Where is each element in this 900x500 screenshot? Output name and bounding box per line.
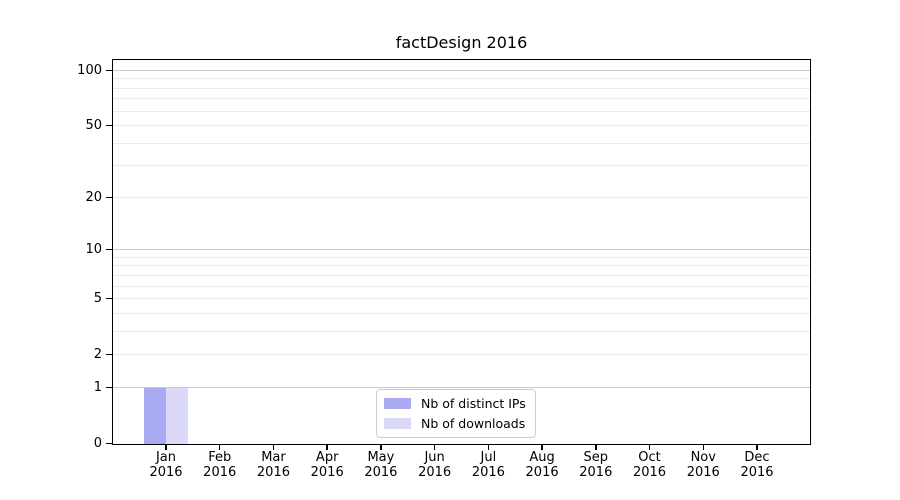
gridline-minor-5 <box>113 298 810 300</box>
bar-nb-of-distinct-ips-jan-2016[interactable] <box>143 387 166 444</box>
gridline-minor-80 <box>113 87 810 89</box>
y-tick-label-100: 100 <box>77 62 102 78</box>
legend-swatch-nb-of-downloads <box>384 418 411 429</box>
legend-item-nb-of-downloads[interactable]: Nb of downloads <box>384 416 526 431</box>
x-tick-label-nov-2016: Nov 2016 <box>686 450 720 480</box>
x-tick-label-jun-2016: Jun 2016 <box>418 450 452 480</box>
plot-area: Nb of distinct IPs Nb of downloads <box>112 59 811 445</box>
x-tick-aug-2016 <box>541 445 543 450</box>
y-tick-5 <box>106 297 112 300</box>
y-tick-label-50: 50 <box>85 118 102 134</box>
gridline-major-10 <box>113 249 810 251</box>
y-tick-100 <box>106 69 112 72</box>
y-tick-label-1: 1 <box>93 379 102 395</box>
y-tick-2 <box>106 353 112 356</box>
gridline-minor-60 <box>113 110 810 112</box>
x-tick-sep-2016 <box>595 445 597 450</box>
y-tick-label-10: 10 <box>85 242 102 258</box>
x-tick-label-sep-2016: Sep 2016 <box>579 450 613 480</box>
gridline-minor-6 <box>113 285 810 287</box>
y-tick-label-2: 2 <box>93 347 102 363</box>
gridline-minor-20 <box>113 196 810 198</box>
y-tick-10 <box>106 248 112 251</box>
x-tick-jan-2016 <box>165 445 167 450</box>
gridline-minor-70 <box>113 98 810 100</box>
x-tick-label-apr-2016: Apr 2016 <box>310 450 344 480</box>
bar-nb-of-downloads-jan-2016[interactable] <box>165 387 188 444</box>
legend-item-nb-of-distinct-ips[interactable]: Nb of distinct IPs <box>384 396 526 411</box>
legend: Nb of distinct IPs Nb of downloads <box>376 389 536 438</box>
x-tick-label-aug-2016: Aug 2016 <box>525 450 559 480</box>
y-tick-label-0: 0 <box>93 436 102 451</box>
gridline-major-1 <box>113 386 810 388</box>
y-tick-label-20: 20 <box>85 189 102 205</box>
x-tick-mar-2016 <box>272 445 275 450</box>
x-tick-apr-2016 <box>326 445 328 450</box>
x-tick-dec-2016 <box>756 445 758 450</box>
x-tick-label-oct-2016: Oct 2016 <box>632 450 667 480</box>
gridline-minor-3 <box>113 330 810 332</box>
gridline-minor-7 <box>113 274 810 276</box>
gridline-minor-8 <box>113 265 810 267</box>
gridline-minor-90 <box>113 78 810 80</box>
gridline-minor-4 <box>113 312 810 314</box>
gridline-minor-9 <box>113 256 810 258</box>
gridline-major-100 <box>113 69 810 71</box>
gridline-minor-30 <box>113 165 810 167</box>
y-tick-0 <box>106 442 112 445</box>
x-tick-feb-2016 <box>218 445 221 450</box>
x-tick-nov-2016 <box>702 445 705 450</box>
legend-label-nb-of-downloads: Nb of downloads <box>421 416 526 431</box>
x-tick-label-jul-2016: Jul 2016 <box>471 450 505 480</box>
x-tick-oct-2016 <box>648 445 651 450</box>
x-tick-label-jan-2016: Jan 2016 <box>149 450 183 480</box>
y-tick-50 <box>106 124 112 127</box>
legend-swatch-nb-of-distinct-ips <box>384 398 411 409</box>
x-tick-may-2016 <box>380 445 382 450</box>
x-tick-label-feb-2016: Feb 2016 <box>203 450 237 480</box>
chart-title: factDesign 2016 <box>395 33 528 52</box>
x-tick-jun-2016 <box>433 445 436 450</box>
legend-label-nb-of-distinct-ips: Nb of distinct IPs <box>421 396 526 411</box>
y-tick-label-5: 5 <box>93 291 102 307</box>
x-tick-label-may-2016: May 2016 <box>364 450 398 480</box>
gridline-minor-40 <box>113 142 810 144</box>
x-tick-jul-2016 <box>487 445 490 450</box>
y-tick-1 <box>106 386 112 389</box>
x-tick-label-dec-2016: Dec 2016 <box>740 450 774 480</box>
gridline-minor-50 <box>113 125 810 127</box>
x-tick-label-mar-2016: Mar 2016 <box>256 450 290 480</box>
y-tick-20 <box>106 196 112 199</box>
gridline-minor-2 <box>113 354 810 356</box>
